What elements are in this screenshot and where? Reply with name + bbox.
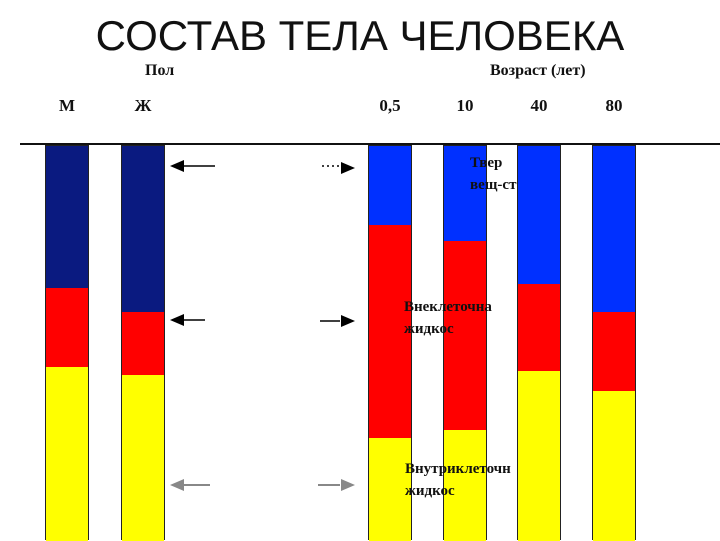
bar-segment-extracellular <box>369 225 411 439</box>
category-tick-label: Ж <box>134 96 152 115</box>
bar-segment-extracellular <box>122 311 164 376</box>
right-arrow-solids <box>322 162 355 174</box>
bar-segment-extracellular <box>46 288 88 368</box>
bar-segment-intracellular <box>444 430 486 541</box>
bar-segment-solids <box>593 146 635 312</box>
bar-6 <box>592 145 636 541</box>
category-label-solids-line2: вещ-ст <box>470 177 517 193</box>
bar-segment-intracellular <box>518 371 560 541</box>
bar-3 <box>368 145 412 541</box>
bar-2 <box>121 145 165 541</box>
right-arrow-extracellular <box>320 315 355 327</box>
bar-segment-extracellular <box>444 240 486 431</box>
category-label-extracellular-line2: жидкос <box>404 321 454 337</box>
category-tick-label: 40 <box>530 96 548 115</box>
category-label-extracellular-line1: Внеклеточна <box>404 299 492 315</box>
category-label-intracellular: Внутриклеточн жидкос <box>405 458 511 502</box>
bar-segment-solids <box>444 146 486 241</box>
category-tick-label: 80 <box>605 96 623 115</box>
bar-segment-extracellular <box>518 284 560 372</box>
top-axis-line <box>20 143 720 145</box>
bar-segment-intracellular <box>369 438 411 541</box>
bar-segment-solids <box>369 146 411 225</box>
left-arrow-solids <box>170 160 215 172</box>
category-tick-label: 0,5 <box>379 96 401 115</box>
bar-segment-intracellular <box>46 367 88 541</box>
bar-segment-solids <box>46 146 88 289</box>
group-label-age: Возраст (лет) <box>490 62 586 79</box>
category-label-solids: Твер вещ-ст <box>470 152 516 196</box>
bar-segment-intracellular <box>122 375 164 541</box>
bar-segment-solids <box>122 146 164 312</box>
bar-segment-extracellular <box>593 311 635 391</box>
bar-1 <box>45 145 89 541</box>
category-label-intracellular-line1: Внутриклеточн <box>405 461 511 477</box>
left-arrow-intracellular <box>170 479 210 491</box>
category-tick-label: 10 <box>456 96 474 115</box>
group-label-sex: Пол <box>145 62 175 79</box>
category-label-intracellular-line2: жидкос <box>405 483 455 499</box>
bar-4 <box>443 145 487 541</box>
chart-title: СОСТАВ ТЕЛА ЧЕЛОВЕКА <box>95 12 625 59</box>
right-arrow-intracellular <box>318 479 355 491</box>
left-arrow-extracellular <box>170 314 205 326</box>
category-label-extracellular: Внеклеточна жидкос <box>404 296 492 340</box>
category-label-solids-line1: Твер <box>470 155 503 171</box>
bar-segment-intracellular <box>593 390 635 541</box>
bar-5 <box>517 145 561 541</box>
category-tick-label: М <box>58 96 76 115</box>
bar-segment-solids <box>518 146 560 285</box>
